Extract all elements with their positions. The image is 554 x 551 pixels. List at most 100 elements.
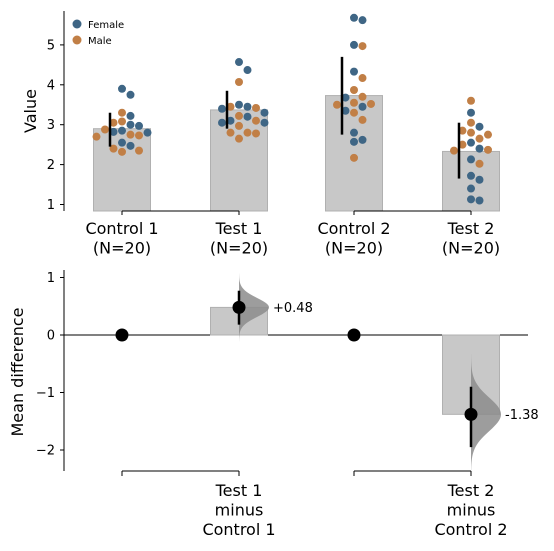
- data-point-male: [358, 92, 367, 101]
- legend-label-male: Male: [88, 36, 112, 47]
- data-point-male: [252, 116, 260, 125]
- data-point-female: [475, 196, 484, 205]
- data-point-male: [235, 134, 243, 143]
- data-point-male: [235, 111, 243, 120]
- data-point-female: [350, 137, 358, 146]
- legend-swatch-male: [72, 35, 82, 45]
- data-point-female: [126, 120, 135, 129]
- data-point-male: [235, 121, 243, 130]
- top-y-tick-label: 4: [47, 78, 55, 93]
- comparison-label: Test 1 minus Control 1: [202, 481, 275, 539]
- data-point-female: [341, 93, 350, 102]
- data-point-male: [458, 140, 467, 149]
- data-point-male: [350, 153, 358, 162]
- data-point-female: [475, 122, 484, 131]
- data-point-male: [350, 98, 358, 107]
- data-point-female: [118, 126, 126, 135]
- data-point-male: [467, 118, 475, 127]
- data-point-female: [143, 128, 152, 137]
- raw-data-panel: 1 2 3 4 5 Control 1 (N=20) Test 1 (N=20) Control…: [21, 11, 500, 258]
- data-point-male: [350, 85, 358, 94]
- data-point-female: [218, 104, 226, 113]
- data-point-female: [135, 121, 143, 130]
- data-point-female: [467, 108, 475, 117]
- data-point-female: [243, 66, 252, 75]
- mean-difference-point: [232, 300, 246, 314]
- data-point-female: [243, 112, 252, 121]
- data-point-male: [226, 128, 235, 137]
- mean-difference-annotation: +0.48: [273, 301, 313, 316]
- data-point-male: [484, 145, 492, 154]
- bottom-y-axis-label: Mean difference: [8, 308, 27, 437]
- mean-difference-point: [464, 407, 478, 421]
- reference-point: [115, 328, 129, 342]
- data-point-male: [118, 117, 126, 126]
- data-point-female: [235, 58, 243, 67]
- data-point-female: [126, 141, 135, 150]
- data-point-male: [226, 102, 235, 111]
- reference-point: [347, 328, 361, 342]
- data-point-male: [458, 126, 467, 135]
- mean-difference-panel: +0.48 -1.38 −2 −1 0 1 Test 1 minus Control 1 Te…: [8, 270, 539, 539]
- legend-swatch-female: [72, 19, 82, 29]
- bottom-y-tick-label: 0: [47, 329, 55, 344]
- bootstrap-distribution: [239, 273, 269, 342]
- data-point-female: [260, 108, 269, 117]
- data-point-male: [467, 128, 475, 137]
- bottom-y-tick-label: −1: [36, 386, 55, 401]
- data-point-male: [450, 146, 458, 155]
- data-point-male: [252, 103, 260, 112]
- data-point-male: [243, 128, 252, 137]
- data-point-female: [126, 111, 135, 120]
- data-point-female: [358, 102, 367, 111]
- data-point-male: [109, 144, 118, 153]
- data-point-male: [109, 118, 118, 127]
- data-point-male: [126, 130, 135, 139]
- data-point-female: [126, 90, 135, 99]
- data-point-female: [467, 138, 475, 147]
- top-y-tick-label: 3: [47, 118, 55, 133]
- data-point-male: [350, 108, 358, 117]
- group-label: Test 2 (N=20): [442, 219, 500, 258]
- bottom-y-tick-label: −2: [36, 444, 55, 459]
- group-label: Test 1 (N=20): [210, 219, 268, 258]
- data-point-male: [135, 146, 143, 155]
- data-point-female: [350, 13, 358, 22]
- data-point-female: [358, 16, 367, 25]
- bootstrap-distribution: [471, 353, 501, 475]
- data-point-female: [118, 84, 126, 93]
- data-point-male: [475, 159, 484, 168]
- data-point-female: [467, 155, 475, 164]
- data-point-female: [350, 67, 358, 76]
- data-point-female: [260, 118, 269, 127]
- data-point-male: [367, 99, 375, 108]
- data-point-male: [333, 100, 341, 109]
- data-point-male: [467, 96, 475, 105]
- comparison-label: Test 2 minus Control 2: [434, 481, 507, 539]
- top-y-tick-label: 2: [47, 158, 55, 173]
- data-point-male: [101, 125, 109, 134]
- data-point-female: [218, 118, 226, 127]
- data-point-male: [252, 129, 260, 138]
- data-point-female: [350, 40, 358, 49]
- data-point-female: [358, 135, 367, 144]
- data-point-female: [109, 127, 118, 136]
- data-point-male: [135, 131, 143, 140]
- top-y-tick-label: 1: [47, 198, 55, 213]
- mean-difference-annotation: -1.38: [505, 408, 539, 423]
- legend-label-female: Female: [88, 20, 124, 31]
- legend: Female Male: [72, 19, 124, 47]
- data-point-female: [243, 102, 252, 111]
- top-y-axis-label: Value: [21, 89, 40, 133]
- data-point-male: [118, 108, 126, 117]
- data-point-female: [467, 195, 475, 204]
- data-point-female: [341, 106, 350, 115]
- group-label: Control 2 (N=20): [317, 219, 390, 258]
- bottom-y-tick-label: 1: [47, 271, 55, 286]
- data-point-male: [358, 74, 367, 83]
- data-point-female: [467, 171, 475, 180]
- data-point-female: [467, 184, 475, 193]
- top-y-tick-label: 5: [47, 38, 55, 53]
- data-point-male: [235, 78, 243, 87]
